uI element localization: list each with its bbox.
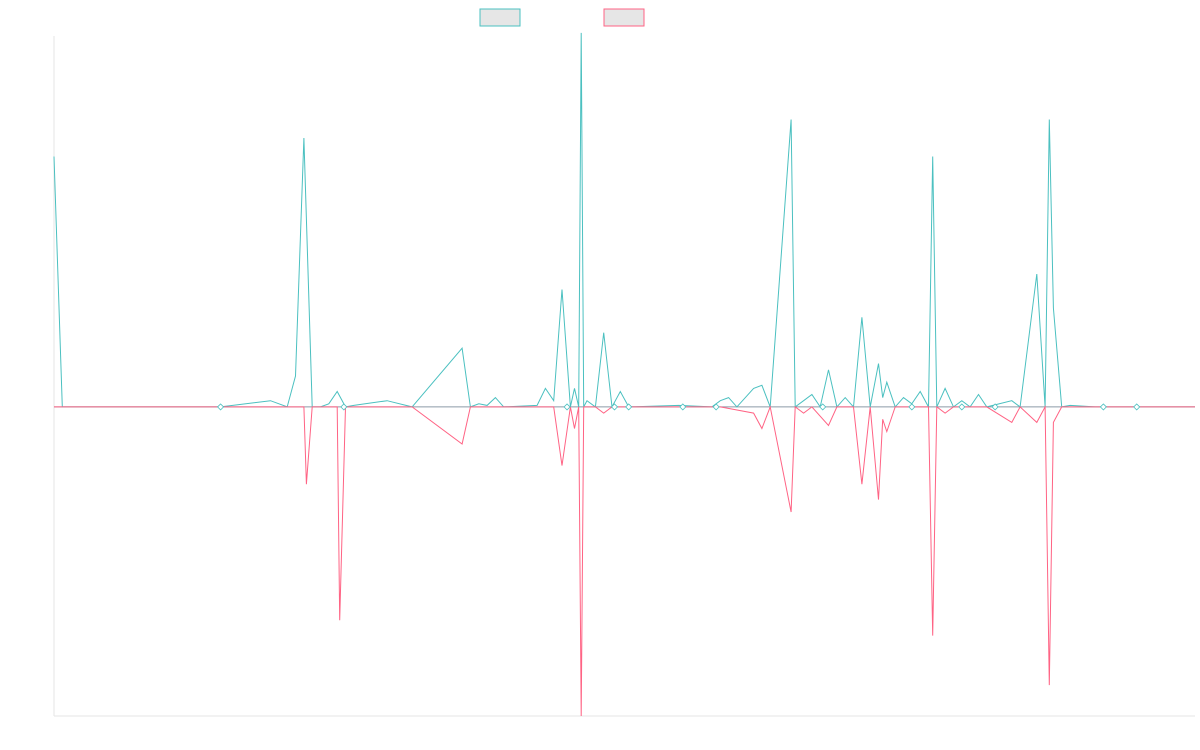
legend[interactable] (479, 8, 645, 27)
data-point-marker[interactable] (1099, 403, 1107, 411)
series-line-2[interactable] (54, 404, 1195, 717)
data-point-marker[interactable] (679, 403, 687, 411)
data-point-marker[interactable] (819, 403, 827, 411)
data-point-marker[interactable] (908, 403, 916, 411)
data-point-marker[interactable] (712, 403, 720, 411)
data-point-marker[interactable] (625, 403, 633, 411)
marker-layer (217, 403, 1141, 411)
data-point-marker[interactable] (958, 403, 966, 411)
data-point-marker[interactable] (217, 403, 225, 411)
series-layer (53, 32, 1195, 717)
legend-swatch-1[interactable] (479, 8, 521, 27)
data-point-marker[interactable] (340, 403, 348, 411)
legend-swatch-2[interactable] (603, 8, 645, 27)
data-point-marker[interactable] (1133, 403, 1141, 411)
data-point-marker[interactable] (610, 403, 619, 411)
series-line-1[interactable] (53, 32, 1195, 409)
data-point-marker[interactable] (991, 403, 999, 411)
data-point-marker[interactable] (563, 403, 571, 411)
